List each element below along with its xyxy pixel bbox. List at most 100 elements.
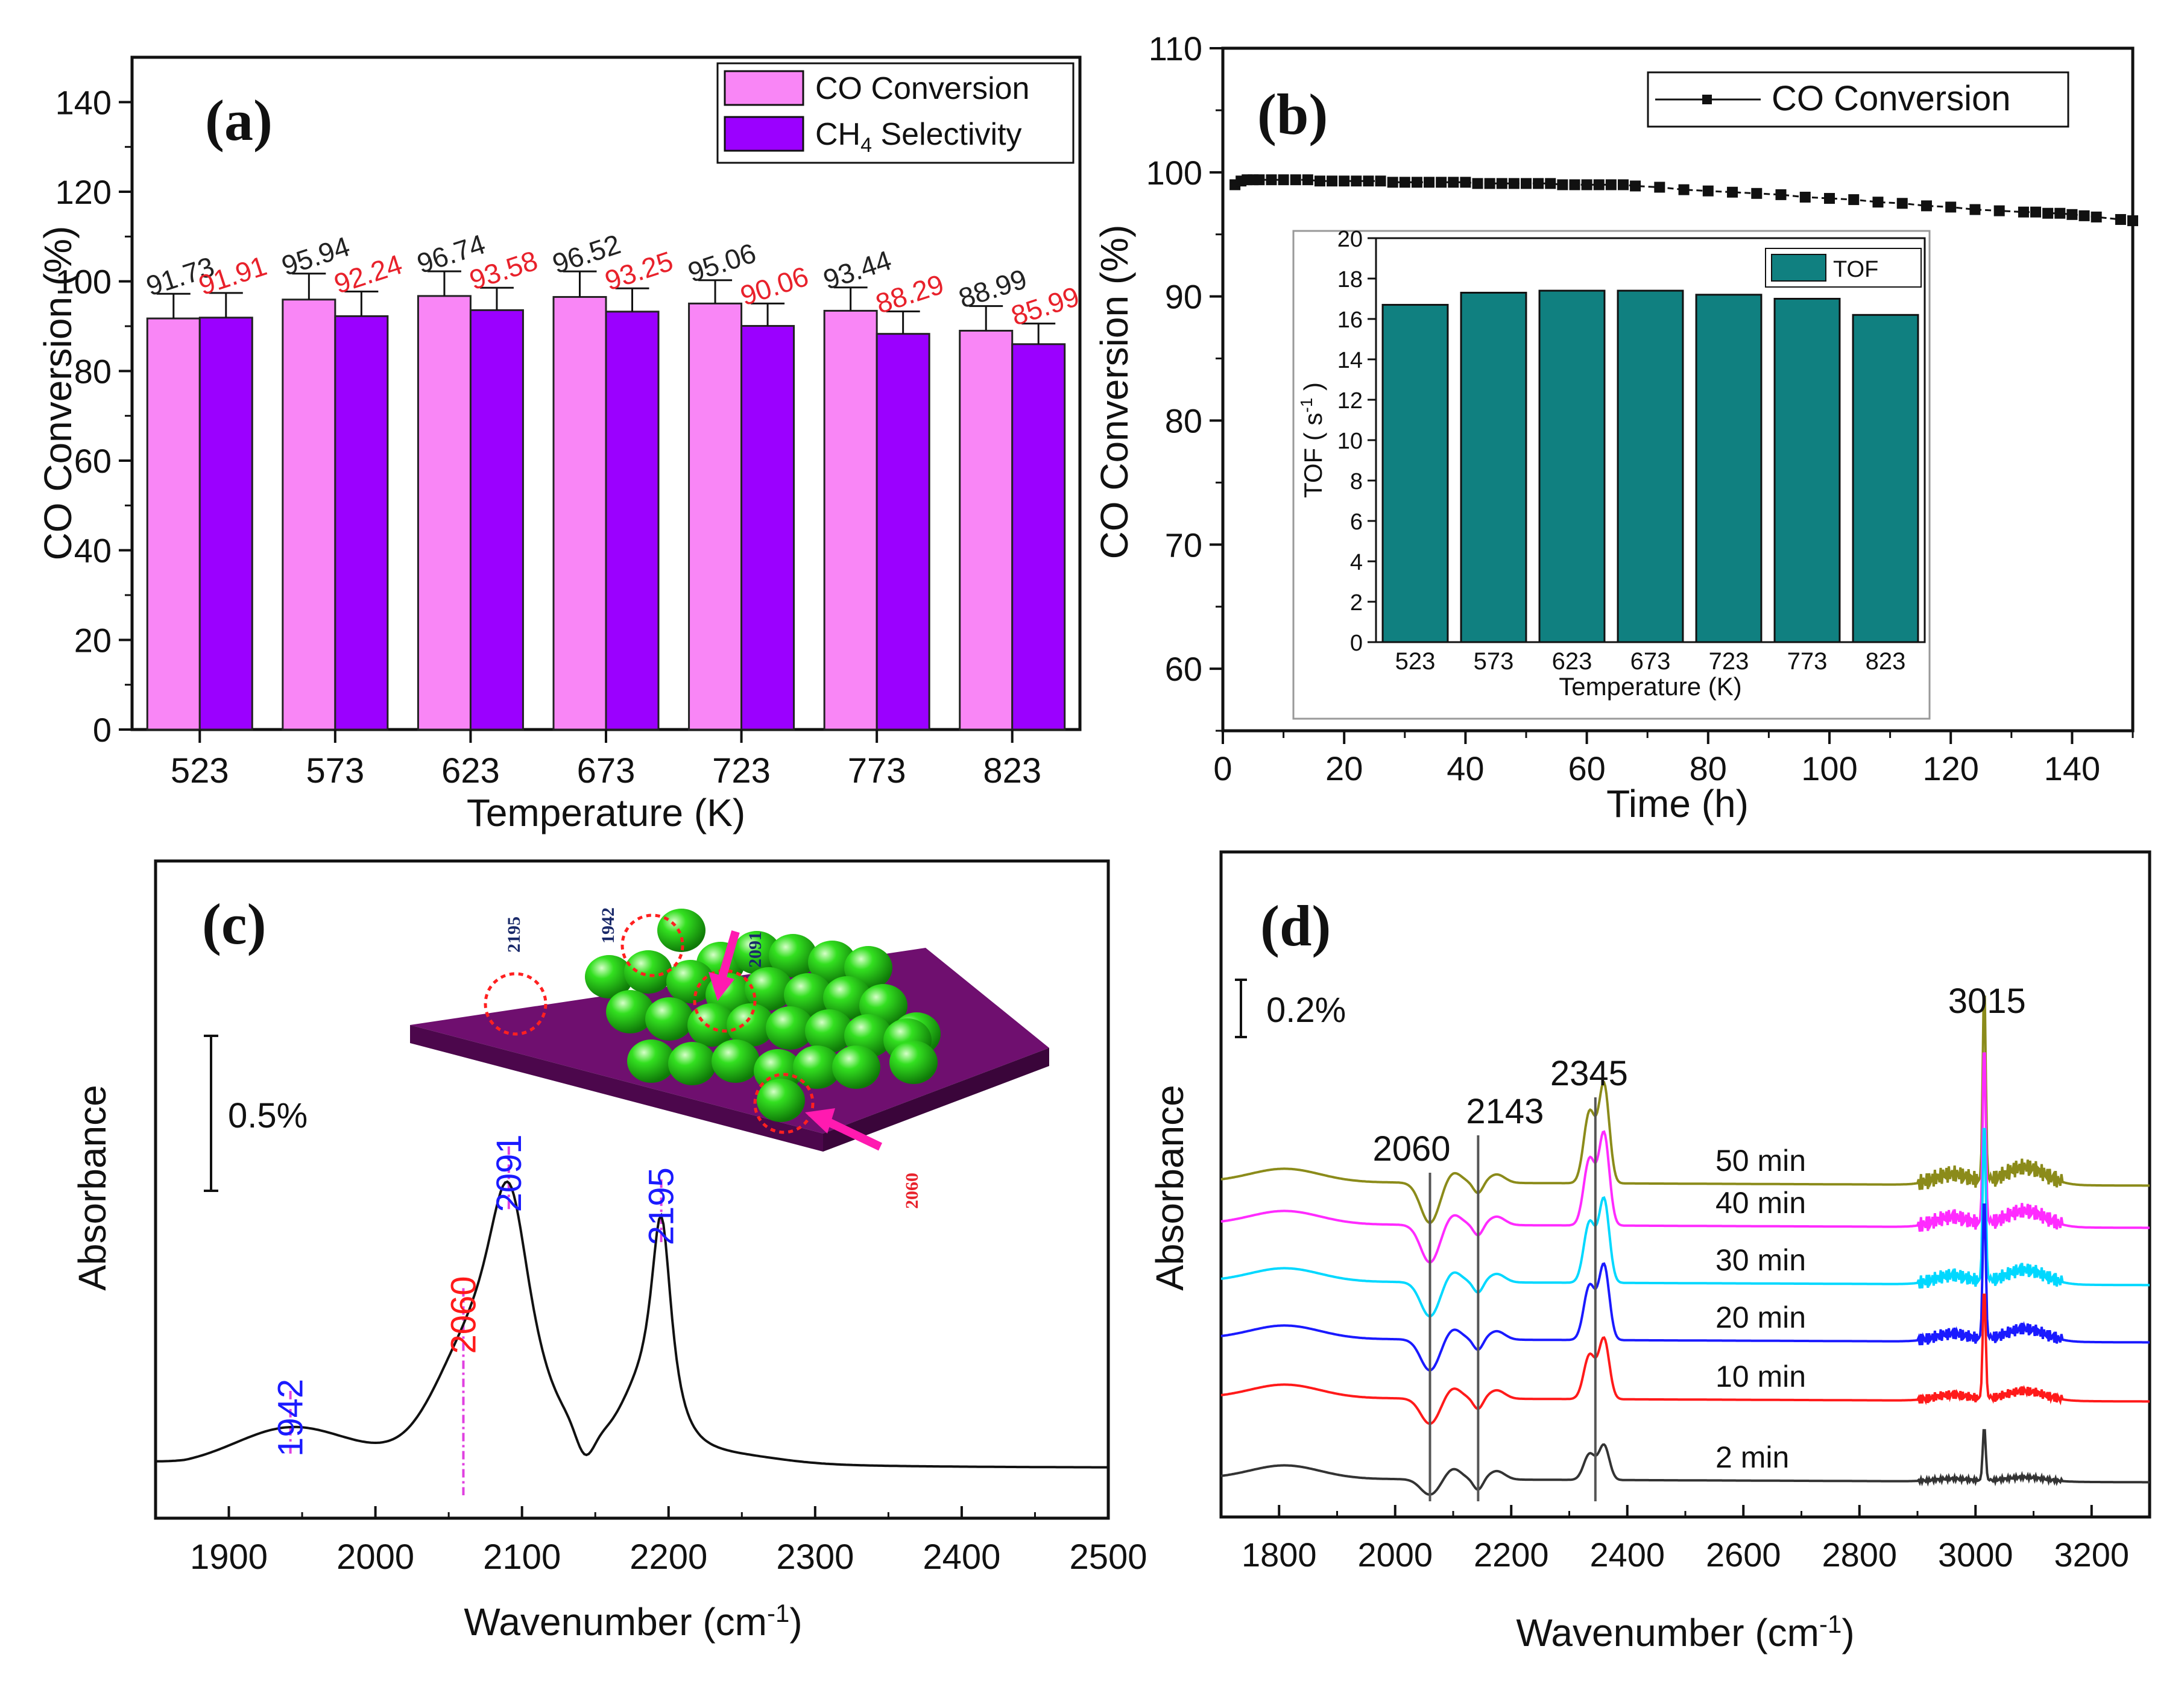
b-data-point <box>1314 175 1325 187</box>
b-data-point <box>1896 198 1908 209</box>
inset-x-tick-label: 773 <box>1787 648 1828 675</box>
panel-c-label: (c) <box>202 892 267 956</box>
d-x-tick-label: 3000 <box>1938 1536 2013 1574</box>
nanoparticle-sphere <box>585 955 633 998</box>
a-x-tick-label: 623 <box>441 751 500 790</box>
inset-y-tick-label: 4 <box>1350 550 1363 575</box>
b-data-point <box>1799 191 1811 203</box>
nanoparticle-sphere <box>733 931 781 974</box>
b-data-point <box>1920 200 1932 212</box>
a-y-tick-label: 20 <box>74 621 112 659</box>
b-data-point <box>1460 177 1471 188</box>
b-x-tick-label: 60 <box>1568 749 1605 787</box>
b-data-point <box>2078 210 2090 221</box>
inset-label-1942: 1942 <box>598 907 618 944</box>
b-y-tick-label: 70 <box>1165 526 1202 564</box>
panel-c-x-axis-title: Wavenumber (cm-1) <box>464 1599 802 1644</box>
bar-ch4-selectivity-623 <box>469 309 524 731</box>
b-data-point <box>1654 181 1665 193</box>
b-data-point <box>1630 180 1641 192</box>
panel-a-x-axis: 523 573 623 673 723 773 823 <box>171 730 1041 790</box>
a-y-tick-label: 80 <box>74 352 112 390</box>
panel-a-y-axis-title: CO Conversion (%) <box>36 226 80 561</box>
panel-d-scale-bar: 0.2% <box>1235 979 1346 1038</box>
nanoparticle-sphere <box>832 1045 880 1089</box>
panel-a-label: (a) <box>205 88 273 153</box>
panel-a-y-axis: 0 20 40 60 80 100 120 140 <box>55 83 132 749</box>
arrow-2060 <box>825 1117 883 1151</box>
b-data-point <box>1424 177 1435 188</box>
b-data-point <box>2066 209 2078 220</box>
panel-d-label: (d) <box>1260 894 1331 958</box>
panel-c-scale-bar: 0.5% <box>204 1035 308 1192</box>
b-x-tick-label: 120 <box>1922 749 1978 787</box>
d-peak-label-2345: 2345 <box>1550 1054 1628 1093</box>
adsorption-site-1942 <box>620 913 684 977</box>
support-slab-front <box>410 1025 823 1152</box>
panel-a-error-bars <box>156 270 1056 344</box>
b-data-point <box>1266 174 1277 186</box>
inset-bar-tof-823 <box>1852 314 1919 643</box>
inset-y-tick-label: 18 <box>1337 267 1363 292</box>
panel-c-inset-illustration: 2195 1942 2091 2060 <box>410 907 1049 1209</box>
c-peak-label-2060: 2060 <box>444 1276 483 1354</box>
d-spectrum-40-min <box>1220 1052 2150 1264</box>
panel-d-x-axis: 1800 2000 2200 2400 2600 2800 3000 3200 <box>1220 1505 2151 1574</box>
c-peak-label-2091: 2091 <box>490 1134 529 1212</box>
b-data-point <box>2091 211 2102 222</box>
d-spectrum-20-min <box>1220 1203 2150 1372</box>
nanoparticle-sphere <box>712 1039 760 1083</box>
adsorption-site-2091 <box>693 969 757 1033</box>
inset-legend: TOF <box>1765 248 1922 288</box>
b-data-point <box>1775 189 1787 200</box>
c-peak-label-1942: 1942 <box>271 1379 311 1457</box>
b-data-point <box>1617 179 1629 191</box>
d-spectrum-50-min <box>1220 995 2150 1225</box>
a-y-tick-label: 40 <box>74 532 112 570</box>
arrow-2091 <box>718 930 740 978</box>
d-peak-label-3015: 3015 <box>1948 982 2026 1021</box>
inset-bars <box>1381 289 1919 643</box>
d-series-label-50-min: 50 min <box>1715 1144 1806 1178</box>
b-data-point <box>2054 207 2066 219</box>
b-y-tick-label: 80 <box>1165 402 1202 440</box>
d-series-label-40-min: 40 min <box>1715 1186 1806 1220</box>
inset-x-tick-label: 573 <box>1474 648 1514 675</box>
b-y-tick-label: 100 <box>1146 154 1202 192</box>
inset-bar-tof-673 <box>1617 289 1684 643</box>
inset-bar-tof-623 <box>1538 289 1606 643</box>
b-data-point <box>1872 197 1884 208</box>
inset-legend-swatch <box>1771 254 1826 282</box>
inset-x-tick-label: 823 <box>1866 648 1906 675</box>
nanoparticle-sphere <box>745 967 793 1011</box>
b-data-point <box>1411 177 1422 188</box>
inset-bar-tof-523 <box>1381 304 1449 643</box>
inset-x-tick-label: 523 <box>1395 648 1436 675</box>
b-data-point <box>1557 179 1568 191</box>
inset-y-tick-label: 16 <box>1337 307 1363 333</box>
legend-swatch-co-conversion <box>724 70 804 106</box>
d-x-tick-label: 1800 <box>1242 1536 1317 1574</box>
a-x-tick-label: 523 <box>171 751 229 790</box>
adsorption-site-2195 <box>484 972 548 1036</box>
d-spectrum-10-min <box>1220 1293 2150 1425</box>
b-data-point <box>1581 179 1592 191</box>
bar-ch4-selectivity-673 <box>605 311 660 731</box>
c-peak-label-2195: 2195 <box>642 1167 681 1245</box>
b-data-point <box>1593 179 1605 191</box>
a-x-tick-label: 823 <box>983 751 1041 790</box>
legend-label-co-conversion: CO Conversion <box>815 71 1029 106</box>
nanoparticle-sphere <box>645 997 693 1041</box>
inset-bar-tof-773 <box>1773 298 1841 643</box>
a-x-tick-label: 773 <box>848 751 906 790</box>
panel-d-spectra-chart: 1800 2000 2200 2400 2600 2800 3000 3200 2060 214… <box>1148 850 2151 1654</box>
c-x-tick-label: 1900 <box>190 1537 268 1577</box>
b-y-tick-label: 60 <box>1165 650 1202 688</box>
b-x-tick-label: 80 <box>1690 749 1727 787</box>
b-data-point <box>1436 177 1447 188</box>
b-data-point <box>1387 177 1398 188</box>
b-data-point <box>1727 186 1738 198</box>
c-x-tick-label: 2500 <box>1069 1537 1147 1577</box>
